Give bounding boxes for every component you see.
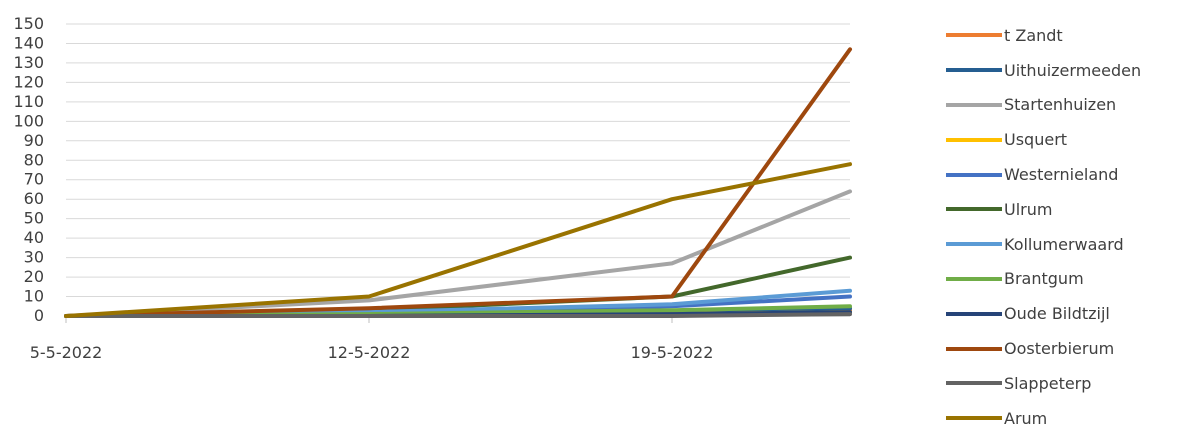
legend-label: Arum [1004, 408, 1048, 428]
y-tick-label: 110 [13, 92, 44, 111]
x-axis: 5-5-2022 12-5-2022 19-5-2022 [30, 316, 714, 362]
legend-swatch [946, 242, 1002, 247]
y-tick-label: 80 [24, 150, 44, 169]
legend-label: Westernieland [1004, 165, 1119, 185]
legend-item: t Zandt [946, 18, 1182, 53]
legend-swatch [946, 346, 1002, 351]
legend: t Zandt Uithuizermeeden Startenhuizen Usque… [946, 18, 1182, 436]
legend-item: Startenhuizen [946, 88, 1182, 123]
legend-swatch [946, 276, 1002, 281]
series-line-oosterbierum [64, 47, 852, 318]
y-tick-label: 120 [13, 72, 44, 91]
legend-item: Slappeterp [946, 366, 1182, 401]
y-tick-label: 70 [24, 170, 44, 189]
legend-swatch [946, 381, 1002, 386]
x-tick-label: 19-5-2022 [631, 343, 714, 362]
legend-item: Uithuizermeeden [946, 53, 1182, 88]
legend-swatch [946, 311, 1002, 316]
legend-swatch [946, 68, 1002, 73]
legend-item: Oude Bildtzijl [946, 296, 1182, 331]
legend-item: Usquert [946, 122, 1182, 157]
legend-item: Ulrum [946, 192, 1182, 227]
y-tick-label: 0 [34, 306, 44, 325]
legend-item: Arum [946, 401, 1182, 436]
y-tick-label: 50 [24, 209, 44, 228]
legend-item: Westernieland [946, 157, 1182, 192]
legend-swatch [946, 172, 1002, 177]
gridlines [66, 23, 850, 317]
legend-label: t Zandt [1004, 25, 1063, 45]
legend-item: Oosterbierum [946, 331, 1182, 366]
legend-swatch [946, 137, 1002, 142]
y-tick-label: 90 [24, 131, 44, 150]
legend-label: Startenhuizen [1004, 95, 1117, 115]
y-tick-label: 60 [24, 189, 44, 208]
legend-item: Brantgum [946, 262, 1182, 297]
y-tick-label: 10 [24, 287, 44, 306]
y-tick-label: 20 [24, 267, 44, 286]
y-tick-label: 40 [24, 228, 44, 247]
y-tick-label: 130 [13, 53, 44, 72]
y-tick-label: 100 [13, 111, 44, 130]
legend-swatch [946, 102, 1002, 107]
legend-label: Oosterbierum [1004, 339, 1115, 359]
y-tick-label: 30 [24, 248, 44, 267]
legend-label: Oude Bildtzijl [1004, 304, 1110, 324]
legend-swatch [946, 416, 1002, 421]
x-tick-label: 12-5-2022 [328, 343, 411, 362]
series-line-slappeterp [64, 312, 852, 318]
series-lines [64, 47, 852, 318]
series-line-arum [64, 162, 852, 318]
legend-label: Usquert [1004, 130, 1068, 150]
x-tick-label: 5-5-2022 [30, 343, 103, 362]
legend-label: Uithuizermeeden [1004, 60, 1142, 80]
y-tick-label: 140 [13, 33, 44, 52]
y-tick-label: 150 [13, 14, 44, 33]
legend-label: Brantgum [1004, 269, 1084, 289]
legend-swatch [946, 33, 1002, 38]
legend-label: Slappeterp [1004, 373, 1092, 393]
legend-swatch [946, 207, 1002, 212]
legend-item: Kollumerwaard [946, 227, 1182, 262]
legend-label: Kollumerwaard [1004, 234, 1124, 254]
legend-label: Ulrum [1004, 199, 1053, 219]
